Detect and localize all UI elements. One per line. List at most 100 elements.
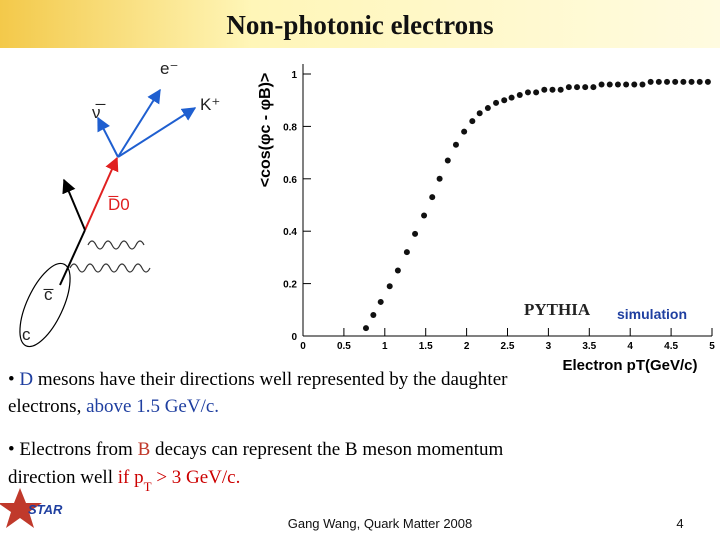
data-point — [590, 84, 597, 91]
bullet-text: mesons have their directions well repres… — [33, 369, 508, 390]
data-point — [655, 78, 662, 85]
d-arrow — [84, 156, 119, 231]
data-point — [664, 78, 671, 85]
x-tick-label: 4.5 — [664, 341, 678, 352]
data-point — [606, 81, 613, 88]
page-number: 4 — [676, 516, 683, 531]
x-tick-label: 1 — [382, 341, 388, 352]
gluon — [69, 263, 151, 273]
data-point — [484, 105, 491, 112]
bullet-line: electrons, above 1.5 GeV/c. — [8, 396, 219, 417]
x-tick-label: 5 — [709, 341, 715, 352]
x-tick-label: 2 — [464, 341, 470, 352]
x-tick-label: 2.5 — [501, 341, 515, 352]
y-tick-label: 1 — [291, 70, 297, 81]
data-point — [549, 86, 556, 93]
data-point — [436, 175, 443, 182]
data-point — [394, 267, 401, 274]
bullets: • D mesons have their directions well re… — [8, 369, 508, 494]
data-point — [672, 78, 679, 85]
electron-arrow — [117, 88, 161, 158]
ellipse — [19, 262, 71, 348]
data-point — [533, 89, 540, 96]
bullet-text: if p — [118, 467, 144, 488]
x-tick-label: 0.5 — [337, 341, 351, 352]
bullet-text: > 3 GeV/c. — [152, 467, 241, 488]
diagram-labels: e⁻ ν̅ K⁺ D̅0 c̅ c — [22, 59, 220, 344]
data-point — [623, 81, 630, 88]
data-point — [469, 118, 476, 125]
data-point — [377, 298, 384, 305]
data-point — [614, 81, 621, 88]
y-tick-label: 0.8 — [283, 122, 297, 133]
bullet-line: • Electrons from B decays can represent … — [8, 439, 503, 460]
data-point — [639, 81, 646, 88]
x-tick-label: 4 — [627, 341, 633, 352]
footer: STAR Gang Wang, Quark Matter 2008 4 — [0, 488, 684, 531]
neutrino-arrow — [97, 116, 119, 158]
data-point — [680, 78, 687, 85]
data-point — [516, 91, 523, 98]
bullet-text: • Electrons from — [8, 439, 138, 460]
data-point — [444, 157, 451, 164]
data-point — [403, 249, 410, 256]
quark-line — [59, 229, 86, 286]
data-point — [574, 84, 581, 91]
y-tick-label: 0 — [291, 332, 297, 343]
bullet-text: • — [8, 369, 19, 390]
diagram-label: e⁻ — [160, 59, 178, 78]
data-point — [696, 78, 703, 85]
decay-diagram — [19, 88, 197, 348]
y-tick-label: 0.4 — [283, 227, 297, 238]
data-point — [421, 212, 428, 219]
data-point — [429, 194, 436, 201]
bullet-line: direction well if pT > 3 GeV/c. — [8, 467, 240, 494]
y-tick-label: 0.6 — [283, 175, 297, 186]
diagram-label: c — [22, 325, 31, 344]
data-point — [524, 89, 531, 96]
data-point — [362, 325, 369, 332]
annotation: PYTHIA — [524, 300, 591, 319]
x-tick-label: 3.5 — [582, 341, 596, 352]
gluon — [87, 240, 145, 250]
data-point — [688, 78, 695, 85]
slide-title: Non-photonic electrons — [226, 10, 493, 40]
title-bar — [0, 0, 720, 48]
logo-text: STAR — [28, 502, 63, 517]
bullet-text: decays can represent the B meson momentu… — [150, 439, 503, 460]
chart: 0 0.2 0.4 0.6 0.8 1 0 0.5 1 1.5 2 2.5 3 3.5 4 4.5 5 Elect… — [257, 64, 715, 374]
diagram-label: ν̅ — [92, 103, 106, 122]
bullet-text: T — [144, 479, 152, 494]
data-point — [647, 78, 654, 85]
logo-star — [0, 488, 42, 528]
data-point — [631, 81, 638, 88]
x-tick-label: 1.5 — [419, 341, 433, 352]
y-tick-label: 0.2 — [283, 280, 297, 291]
data-point — [452, 141, 459, 148]
footer-text: Gang Wang, Quark Matter 2008 — [288, 516, 473, 531]
data-point — [461, 128, 468, 135]
x-tick-label: 0 — [300, 341, 306, 352]
bullet-text: above 1.5 GeV/c. — [86, 396, 219, 417]
y-axis-label: <cos(φc - φB)> — [257, 73, 274, 187]
bullet-text: B — [138, 439, 151, 460]
data-point — [508, 94, 515, 101]
data-point — [501, 97, 508, 104]
bullet-text: D — [19, 369, 33, 390]
bullet-line: • D mesons have their directions well re… — [8, 369, 508, 390]
data-point — [476, 110, 483, 117]
data-point — [582, 84, 589, 91]
data-point — [565, 84, 572, 91]
diagram-label: K⁺ — [200, 95, 220, 114]
data-point — [386, 283, 393, 290]
diagram-label: c̅ — [43, 285, 53, 304]
data-point — [598, 81, 605, 88]
bullet-text: direction well — [8, 467, 118, 488]
data-point — [370, 312, 377, 319]
diagram-label: D̅0 — [108, 195, 130, 214]
x-tick-label: 3 — [546, 341, 552, 352]
kaon-arrow — [117, 107, 197, 158]
annotation: simulation — [617, 306, 687, 322]
